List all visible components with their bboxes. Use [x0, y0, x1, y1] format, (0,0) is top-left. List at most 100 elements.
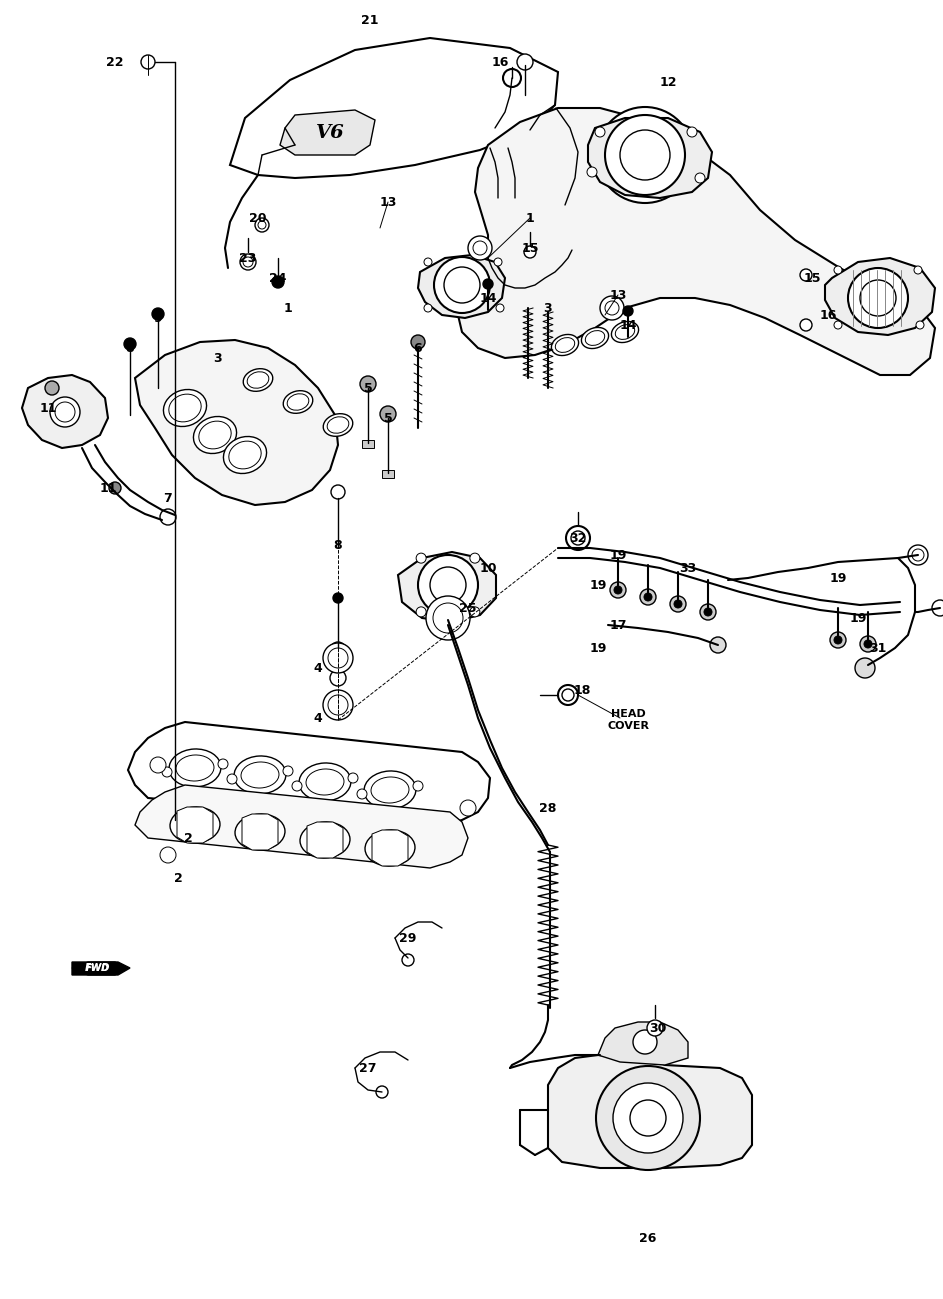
Circle shape	[625, 135, 665, 175]
Circle shape	[524, 246, 536, 259]
Circle shape	[483, 279, 493, 288]
Polygon shape	[135, 785, 468, 868]
Text: 25: 25	[459, 601, 477, 614]
Polygon shape	[22, 375, 108, 448]
Text: 3: 3	[544, 301, 553, 314]
Ellipse shape	[327, 417, 349, 434]
Text: 7: 7	[164, 491, 173, 504]
Polygon shape	[307, 822, 343, 859]
Text: HEAD
COVER: HEAD COVER	[607, 709, 649, 731]
Text: 2: 2	[174, 872, 182, 885]
Text: 13: 13	[609, 288, 627, 301]
Circle shape	[380, 407, 396, 422]
Ellipse shape	[169, 750, 221, 787]
Ellipse shape	[229, 442, 261, 469]
Circle shape	[292, 781, 302, 791]
Polygon shape	[398, 552, 496, 622]
Text: 5: 5	[384, 412, 392, 425]
Text: V6: V6	[316, 123, 344, 142]
Circle shape	[908, 546, 928, 565]
Circle shape	[932, 600, 943, 616]
Ellipse shape	[163, 390, 207, 426]
Circle shape	[333, 594, 343, 603]
Circle shape	[124, 338, 136, 349]
Circle shape	[424, 304, 432, 312]
Circle shape	[914, 266, 922, 274]
Polygon shape	[458, 108, 935, 375]
Polygon shape	[230, 38, 558, 178]
Text: 32: 32	[570, 531, 587, 544]
Circle shape	[562, 688, 574, 701]
Text: 15: 15	[521, 242, 538, 255]
Circle shape	[413, 781, 423, 791]
Circle shape	[55, 401, 75, 422]
Circle shape	[330, 642, 346, 659]
Circle shape	[434, 257, 490, 313]
Text: 24: 24	[270, 271, 287, 284]
Text: 8: 8	[334, 539, 342, 552]
Circle shape	[613, 1083, 683, 1154]
Ellipse shape	[615, 325, 635, 339]
Ellipse shape	[371, 777, 409, 803]
Circle shape	[323, 690, 353, 720]
Circle shape	[430, 566, 466, 603]
Polygon shape	[135, 340, 338, 505]
Circle shape	[418, 555, 478, 614]
Text: 29: 29	[399, 931, 417, 944]
Circle shape	[218, 759, 228, 769]
Ellipse shape	[199, 421, 231, 449]
Text: 14: 14	[479, 291, 497, 304]
Circle shape	[614, 586, 622, 594]
Text: 21: 21	[361, 13, 379, 26]
Text: 27: 27	[359, 1061, 377, 1074]
Text: 4: 4	[314, 661, 323, 674]
Text: 19: 19	[829, 572, 847, 585]
Polygon shape	[72, 963, 125, 976]
Ellipse shape	[235, 814, 285, 850]
Circle shape	[605, 301, 619, 314]
Polygon shape	[362, 440, 374, 448]
Text: 20: 20	[249, 212, 267, 225]
Text: FWD: FWD	[86, 964, 109, 973]
Circle shape	[670, 596, 686, 612]
Polygon shape	[72, 963, 130, 976]
Polygon shape	[418, 255, 505, 318]
Polygon shape	[242, 814, 278, 850]
Text: 16: 16	[491, 56, 508, 69]
Text: 17: 17	[609, 618, 627, 631]
Ellipse shape	[223, 436, 267, 474]
Text: 31: 31	[869, 642, 886, 655]
Ellipse shape	[234, 756, 286, 794]
Circle shape	[640, 588, 656, 605]
Polygon shape	[372, 830, 408, 866]
Text: 6: 6	[414, 342, 422, 355]
Ellipse shape	[243, 369, 273, 391]
Circle shape	[848, 268, 908, 329]
Circle shape	[830, 633, 846, 648]
Text: 1: 1	[284, 301, 292, 314]
Circle shape	[424, 259, 432, 266]
Ellipse shape	[176, 755, 214, 781]
Ellipse shape	[582, 327, 608, 348]
Circle shape	[50, 397, 80, 427]
Circle shape	[620, 130, 670, 181]
Circle shape	[610, 582, 626, 598]
Circle shape	[416, 553, 426, 564]
Circle shape	[834, 637, 842, 644]
Circle shape	[330, 670, 346, 686]
Circle shape	[595, 127, 605, 136]
Ellipse shape	[586, 330, 604, 346]
Circle shape	[433, 603, 463, 633]
Circle shape	[503, 69, 521, 87]
Circle shape	[283, 766, 293, 776]
Circle shape	[444, 268, 480, 303]
Circle shape	[160, 509, 176, 525]
Circle shape	[623, 307, 633, 316]
Circle shape	[800, 269, 812, 281]
Circle shape	[150, 757, 166, 773]
Circle shape	[860, 281, 896, 316]
Circle shape	[630, 1100, 666, 1137]
Ellipse shape	[365, 830, 415, 866]
Circle shape	[376, 1086, 388, 1098]
Polygon shape	[382, 470, 394, 478]
